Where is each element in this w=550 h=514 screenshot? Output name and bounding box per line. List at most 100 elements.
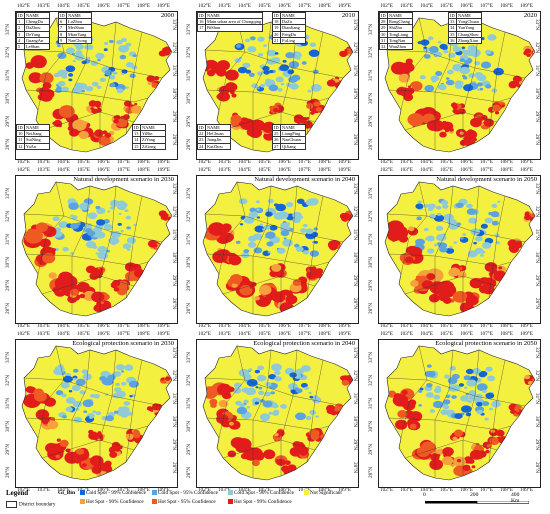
hot-spot-cluster [251, 459, 260, 467]
lon-tick-label: 104°E [238, 159, 252, 165]
hot-spot-cluster [125, 433, 134, 440]
cold-spot-cluster [476, 383, 488, 391]
study-area-outline [384, 181, 536, 317]
hot-spot-cluster [428, 293, 440, 303]
cold-spot-cluster [57, 80, 66, 87]
cold-spot-cluster [251, 83, 258, 89]
cold-spot-cluster [312, 396, 322, 404]
lat-tick-label: 31°N [368, 397, 374, 409]
map-frame [15, 175, 178, 324]
cold-spot-cluster [57, 52, 67, 59]
table-cell: 21 [272, 36, 281, 45]
map-frame [196, 339, 359, 488]
cold-spot-cluster [62, 247, 69, 252]
hot-spot-cluster [279, 302, 294, 314]
panel-title: 2010 [341, 12, 355, 19]
cold-spot-cluster [237, 66, 248, 74]
cold-spot-cluster [95, 411, 102, 416]
study-area-outline [384, 345, 536, 481]
cold-spot-cluster [476, 401, 483, 407]
hot-spot-cluster [313, 431, 319, 435]
lon-tick-label: 109°E [520, 331, 534, 337]
lat-tick-label: 32°N [534, 370, 540, 382]
hot-spot-cluster [398, 73, 411, 83]
lon-tick-label: 103°E [218, 159, 232, 165]
lon-tick-label: 103°E [37, 331, 51, 337]
legend-district: District boundary [6, 501, 55, 508]
hot-spot-cluster [482, 277, 497, 289]
id-name-table: ID NAME 6 LuZhou 7 MeiShan 8 MianYang 9 NanChong [58, 11, 92, 45]
cold-spot-cluster [70, 214, 74, 218]
hot-spot-cluster [444, 128, 450, 133]
lat-tick-label: 30°N [368, 420, 374, 432]
cold-spot-cluster [314, 241, 318, 244]
hot-spot-cluster [330, 405, 336, 410]
lat-tick-label: 33°N [352, 183, 358, 195]
hot-spot-cluster [409, 423, 417, 430]
hot-spot-cluster [390, 61, 408, 75]
lon-tick-label: 109°E [520, 167, 534, 173]
cold-spot-cluster [132, 54, 137, 58]
map-frame [378, 175, 541, 324]
hot-spot-cluster [230, 114, 242, 124]
hot-spot-cluster [465, 295, 479, 306]
cold-spot-cluster [129, 394, 133, 398]
cold-spot-cluster [474, 236, 483, 242]
cold-spot-cluster [445, 79, 455, 86]
cold-spot-cluster [65, 65, 76, 73]
cold-spot-cluster [309, 410, 317, 415]
lon-tick-label: 106°E [460, 3, 474, 9]
cold-spot-cluster [461, 405, 472, 413]
cold-spot-cluster [247, 46, 257, 53]
lon-tick-label: 108°E [318, 323, 332, 329]
cold-spot-cluster [72, 368, 79, 373]
cold-spot-cluster [453, 241, 458, 244]
hot-spot-cluster [162, 47, 168, 52]
lat-tick-label: 31°N [534, 65, 540, 77]
hot-spot-cluster [94, 129, 104, 137]
hot-spot-cluster [248, 127, 262, 139]
cold-spot-cluster [280, 230, 290, 237]
cold-spot-cluster [258, 386, 263, 390]
cold-spot-cluster [279, 64, 290, 72]
cold-spot-cluster [124, 209, 129, 213]
table-cell: TongLiang [387, 30, 413, 38]
table-cell: ChengDu [24, 18, 50, 26]
cold-spot-cluster [110, 230, 121, 239]
cold-spot-cluster [444, 374, 450, 379]
cold-spot-cluster [308, 391, 312, 395]
cold-spot-cluster [445, 247, 455, 254]
cold-spot-cluster [249, 36, 256, 41]
hot-spot-cluster [158, 50, 167, 57]
table-row: 29 ShiZhu [379, 24, 413, 32]
hot-spot-cluster [516, 409, 520, 413]
hot-spot-cluster [456, 458, 462, 463]
lon-tick-label: 104°E [238, 331, 252, 337]
cold-spot-cluster [274, 52, 279, 55]
lon-tick-label: 107°E [480, 159, 494, 165]
district-boundary [99, 21, 117, 148]
lat-tick-label: 29°N [5, 443, 11, 455]
hot-spot-cluster [524, 48, 532, 54]
hot-spot-cluster [490, 429, 496, 433]
lon-tick-label: 102°E [17, 331, 31, 337]
lon-tick-label: 107°E [117, 159, 131, 165]
hot-spot-cluster [239, 284, 253, 296]
lon-tick-label: 107°E [298, 331, 312, 337]
hot-spot-cluster [309, 108, 314, 112]
lat-tick-label: 30°N [171, 416, 177, 428]
district-boundary [488, 359, 506, 463]
lat-tick-label: 33°N [186, 351, 192, 363]
lon-tick-label: 107°E [117, 3, 131, 9]
lat-tick-label: 28°N [368, 302, 374, 314]
table-cell: DaZhou [24, 24, 50, 32]
district-boundary [488, 31, 506, 135]
district-boundary [37, 182, 65, 275]
lon-tick-label: 108°E [500, 3, 514, 9]
lon-tick-label: 106°E [460, 323, 474, 329]
cold-spot-cluster [55, 87, 62, 93]
lat-tick-label: 33°N [368, 187, 374, 199]
lat-tick-label: 28°N [171, 462, 177, 474]
cold-spot-cluster [268, 70, 274, 74]
